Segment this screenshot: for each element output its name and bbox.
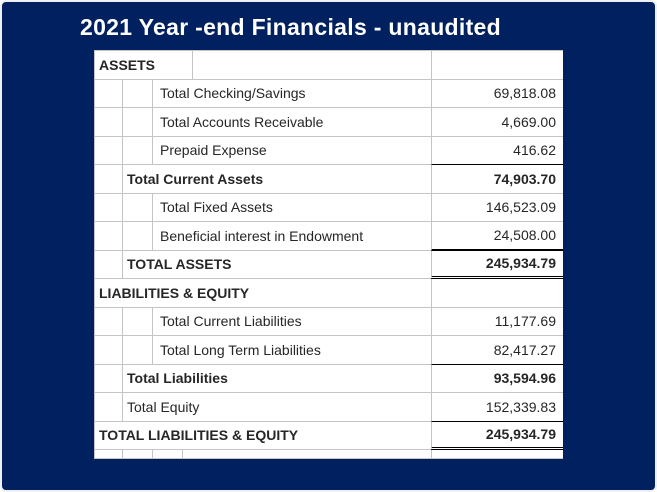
row-total-long-term-liabilities: Total Long Term Liabilities 82,417.27 <box>95 336 563 365</box>
empty-cell <box>183 450 431 459</box>
indent-cell <box>95 222 123 251</box>
indent-cell <box>95 450 123 459</box>
row-total-equity: Total Equity 152,339.83 <box>95 393 563 422</box>
indent-cell <box>123 79 153 108</box>
row-prepaid-expense: Prepaid Expense 416.62 <box>95 136 563 165</box>
partial-row <box>95 450 563 459</box>
row-value: 69,818.08 <box>431 79 563 108</box>
indent-cell <box>123 222 153 251</box>
row-value: 24,508.00 <box>431 222 563 251</box>
indent-cell <box>95 108 123 137</box>
row-value: 82,417.27 <box>431 336 563 365</box>
row-assets: ASSETS <box>95 51 563 80</box>
row-label: Total Fixed Assets <box>153 194 431 222</box>
indent-cell <box>95 250 123 279</box>
row-label: Total Equity <box>123 393 431 422</box>
indent-cell <box>95 307 123 336</box>
row-value: 416.62 <box>431 136 563 165</box>
row-label: LIABILITIES & EQUITY <box>95 279 431 308</box>
row-label: Total Current Liabilities <box>153 308 431 336</box>
row-value <box>431 51 563 80</box>
row-value <box>431 279 563 308</box>
row-total-accounts-receivable: Total Accounts Receivable 4,669.00 <box>95 108 563 137</box>
indent-cell <box>123 336 153 365</box>
row-value: 152,339.83 <box>431 393 563 422</box>
row-value: 11,177.69 <box>431 307 563 336</box>
row-label: Total Long Term Liabilities <box>153 336 431 365</box>
indent-cell <box>95 364 123 393</box>
row-label: ASSETS <box>95 51 193 80</box>
row-value: 245,934.79 <box>431 250 563 279</box>
row-label: Total Current Assets <box>123 165 431 194</box>
row-value: 146,523.09 <box>431 193 563 222</box>
indent-cell <box>95 336 123 365</box>
row-beneficial-interest-endowment: Beneficial interest in Endowment 24,508.… <box>95 222 563 251</box>
row-total-fixed-assets: Total Fixed Assets 146,523.09 <box>95 193 563 222</box>
indent-cell <box>153 450 183 459</box>
row-total-liabilities: Total Liabilities 93,594.96 <box>95 364 563 393</box>
indent-cell <box>95 193 123 222</box>
empty-cell <box>193 51 431 80</box>
row-label: Beneficial interest in Endowment <box>153 222 431 251</box>
row-total-checking-savings: Total Checking/Savings 69,818.08 <box>95 79 563 108</box>
indent-cell <box>95 79 123 108</box>
empty-cell <box>431 450 563 459</box>
indent-cell <box>123 136 153 165</box>
row-total-assets: TOTAL ASSETS 245,934.79 <box>95 250 563 279</box>
indent-cell <box>123 307 153 336</box>
indent-cell <box>123 108 153 137</box>
row-liabilities-equity: LIABILITIES & EQUITY <box>95 279 563 308</box>
indent-cell <box>123 450 153 459</box>
row-label: TOTAL LIABILITIES & EQUITY <box>95 422 431 450</box>
slide-title: 2021 Year -end Financials - unaudited <box>80 14 501 40</box>
financial-table: ASSETS Total Checking/Savings 69,818.08 … <box>94 50 563 459</box>
indent-cell <box>95 136 123 165</box>
row-total-current-liabilities: Total Current Liabilities 11,177.69 <box>95 307 563 336</box>
row-value: 74,903.70 <box>431 165 563 194</box>
row-label: Total Liabilities <box>123 365 431 393</box>
row-value: 93,594.96 <box>431 364 563 393</box>
row-label: TOTAL ASSETS <box>123 251 431 279</box>
row-value: 4,669.00 <box>431 108 563 137</box>
indent-cell <box>95 165 123 194</box>
indent-cell <box>123 193 153 222</box>
row-label: Total Accounts Receivable <box>153 108 431 137</box>
row-label: Prepaid Expense <box>153 137 431 165</box>
row-total-current-assets: Total Current Assets 74,903.70 <box>95 165 563 194</box>
indent-cell <box>95 393 123 422</box>
row-label: Total Checking/Savings <box>153 80 431 108</box>
row-total-liabilities-equity: TOTAL LIABILITIES & EQUITY 245,934.79 <box>95 421 563 450</box>
row-value: 245,934.79 <box>431 421 563 450</box>
